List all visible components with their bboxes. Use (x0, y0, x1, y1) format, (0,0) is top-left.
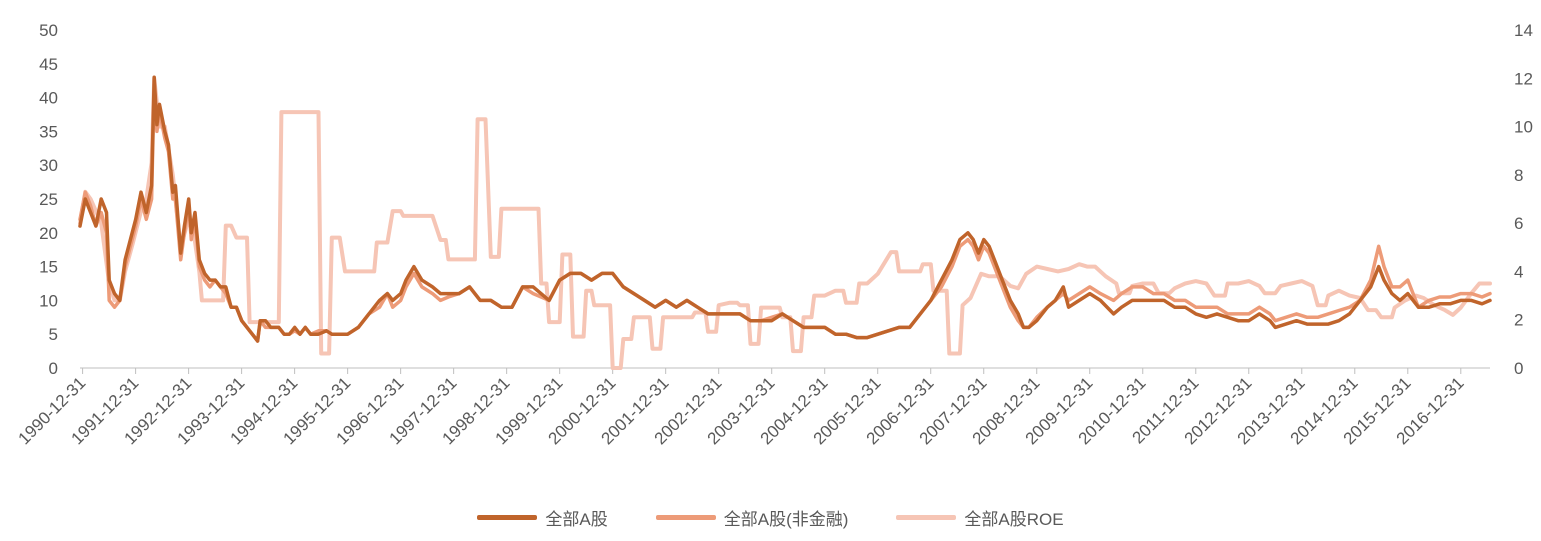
y-right-tick-label: 6 (1514, 214, 1523, 233)
y-left-tick-label: 5 (49, 325, 58, 344)
y-left-tick-label: 35 (39, 122, 58, 141)
series-layer (78, 75, 1492, 370)
y-left-tick-label: 40 (39, 89, 58, 108)
series-line-1 (78, 75, 1492, 343)
y-right-tick-label: 4 (1514, 262, 1523, 281)
legend-item-series-3: 全部A股ROE (896, 505, 1064, 530)
y-left-tick-label: 30 (39, 156, 58, 175)
y-right-tick-label: 14 (1514, 21, 1533, 40)
legend-swatch-series-2 (655, 515, 716, 520)
legend-item-series-1: 全部A股 (477, 505, 608, 530)
y-right-tick-label: 10 (1514, 118, 1533, 137)
line-chart: 05101520253035404550024681012141990-12-3… (14, 21, 1532, 448)
y-left-tick-label: 20 (39, 224, 58, 243)
y-left-tick-label: 45 (39, 55, 58, 74)
y-left-tick-label: 10 (39, 291, 58, 310)
legend-item-series-2: 全部A股(非金融) (655, 505, 849, 530)
legend-label-series-3: 全部A股ROE (964, 510, 1064, 529)
series-line-2 (78, 82, 1492, 343)
legend-swatch-series-1 (477, 515, 538, 520)
y-left-tick-label: 50 (39, 21, 58, 40)
legend-swatch-series-3 (896, 515, 957, 520)
legend-label-series-1: 全部A股 (545, 510, 608, 529)
y-right-tick-label: 0 (1514, 359, 1523, 378)
chart-legend: 全部A股 全部A股(非金融) 全部A股ROE (0, 505, 1541, 530)
y-left-tick-label: 25 (39, 190, 58, 209)
y-right-tick-label: 8 (1514, 166, 1523, 185)
y-right-tick-label: 2 (1514, 311, 1523, 330)
y-right-tick-label: 12 (1514, 69, 1533, 88)
y-left-tick-label: 0 (49, 359, 58, 378)
series-line-3 (78, 76, 1492, 370)
axis-layer: 05101520253035404550024681012141990-12-3… (14, 21, 1532, 448)
legend-label-series-2: 全部A股(非金融) (723, 510, 849, 529)
y-left-tick-label: 15 (39, 258, 58, 277)
